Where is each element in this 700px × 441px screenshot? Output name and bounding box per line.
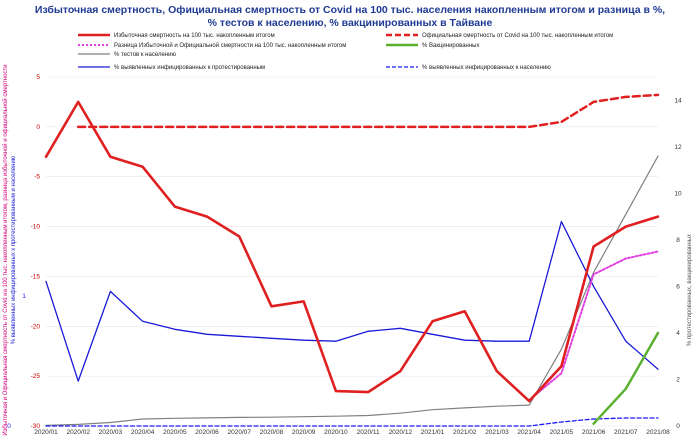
x-axis-tick: 2021/04	[517, 429, 541, 436]
x-axis-tick: 2020/10	[324, 429, 348, 436]
legend-label-vaccinated: % Вакцинированных	[422, 43, 480, 49]
x-axis-tick: 2020/09	[292, 429, 316, 436]
right-axis-tick: 8	[676, 237, 680, 244]
legend: Избыточная смертность на 100 тыс. накопл…	[78, 33, 613, 71]
legend-label-difference: Разница Избыточной и Официальной смертно…	[114, 42, 346, 49]
left-axis-tick: -25	[31, 373, 41, 380]
right-axis-tick: 12	[674, 144, 682, 151]
left-axis-tick: 5	[36, 74, 40, 81]
x-axis-tick: 2020/05	[163, 429, 187, 436]
left-axis-tick: -30	[31, 423, 41, 430]
right-axis-tick: 6	[676, 283, 680, 290]
right-axis-tick: 0	[676, 423, 680, 430]
x-axis-tick: 2020/04	[131, 429, 155, 436]
chart-title-line-1: Избыточная смертность, Официальная смерт…	[35, 4, 665, 16]
x-axis-tick: 2021/07	[614, 429, 638, 436]
series-line-vaccinated	[592, 331, 660, 425]
legend-item-pos-population: % выявленных инфицированных к населению	[386, 65, 551, 71]
series-line-pos_population	[45, 417, 659, 427]
left-axis-tick: -15	[31, 273, 41, 280]
x-axis-tick: 2021/02	[453, 429, 477, 436]
x-axis-tick: 2021/06	[582, 429, 606, 436]
blue-axis-tick-0: 0	[7, 423, 11, 430]
x-axis-tick: 2020/12	[389, 429, 413, 436]
legend-item-excess: Избыточная смертность на 100 тыс. накопл…	[78, 33, 275, 39]
gridlines	[46, 76, 658, 427]
right-axis-tick: 10	[674, 190, 682, 197]
x-axis-ticks: 2020/01 2020/02 2020/03 2020/04 2020/05 2020/…	[34, 429, 670, 436]
x-axis-tick: 2021/03	[485, 429, 509, 436]
x-axis-tick: 2021/05	[550, 429, 574, 436]
legend-label-pos-population: % выявленных инфицированных к населению	[422, 65, 551, 71]
left-axis-title-line-2: % выявленных инфицированных к протестиро…	[11, 155, 17, 344]
blue-axis-tick-1: 1	[22, 293, 26, 300]
left-axis-title-line-1: Избыточная и Официальная смертность от C…	[2, 64, 9, 435]
right-axis-tick: 14	[674, 97, 682, 104]
legend-label-tests: % тестов к населению	[114, 52, 176, 58]
legend-item-pos-tested: % выявленных инфицированных к протестиро…	[78, 65, 265, 71]
legend-label-official: Официальная смертность от Covid на 100 т…	[422, 33, 613, 39]
series	[44, 93, 660, 427]
legend-label-pos-tested: % выявленных инфицированных к протестиро…	[114, 65, 265, 71]
x-axis-tick: 2020/08	[260, 429, 284, 436]
legend-item-tests: % тестов к населению	[78, 52, 176, 58]
x-axis-tick: 2020/07	[228, 429, 252, 436]
left-axis-tick: -20	[31, 323, 41, 330]
x-axis-tick: 2020/02	[66, 429, 90, 436]
legend-item-official: Официальная смертность от Covid на 100 т…	[386, 33, 613, 39]
x-axis-tick: 2020/06	[195, 429, 219, 436]
left-axis-ticks: 5 0 -5 -10 -15 -20 -25 -30	[31, 74, 41, 430]
chart-title-line-2: % тестов к населению, % вакцинированных …	[208, 17, 493, 29]
series-line-official	[76, 93, 660, 129]
legend-label-excess: Избыточная смертность на 100 тыс. накопл…	[114, 33, 275, 39]
x-axis-tick: 2020/03	[99, 429, 123, 436]
left-axis-tick: -5	[34, 174, 40, 181]
x-axis-tick: 2020/11	[357, 429, 380, 436]
right-axis-tick: 2	[676, 376, 680, 383]
x-axis-tick: 2021/08	[646, 429, 670, 436]
right-axis-tick: 4	[676, 330, 680, 337]
x-axis-tick: 2020/01	[34, 429, 58, 436]
x-axis-tick: 2021/01	[421, 429, 445, 436]
series-line-pos_tested	[45, 220, 659, 382]
left-axis-tick: -10	[31, 224, 41, 231]
right-axis-ticks: 0 2 4 6 8 10 12 14	[674, 97, 682, 430]
legend-item-vaccinated: % Вакцинированных	[386, 43, 480, 49]
right-axis-title: % протестированных, вакцинированных	[687, 234, 693, 346]
left-axis-tick: 0	[36, 124, 40, 131]
legend-item-difference: Разница Избыточной и Официальной смертно…	[78, 42, 346, 49]
series-line-difference	[528, 250, 659, 402]
series-line-excess	[44, 100, 660, 403]
series-line-tests	[45, 155, 659, 426]
